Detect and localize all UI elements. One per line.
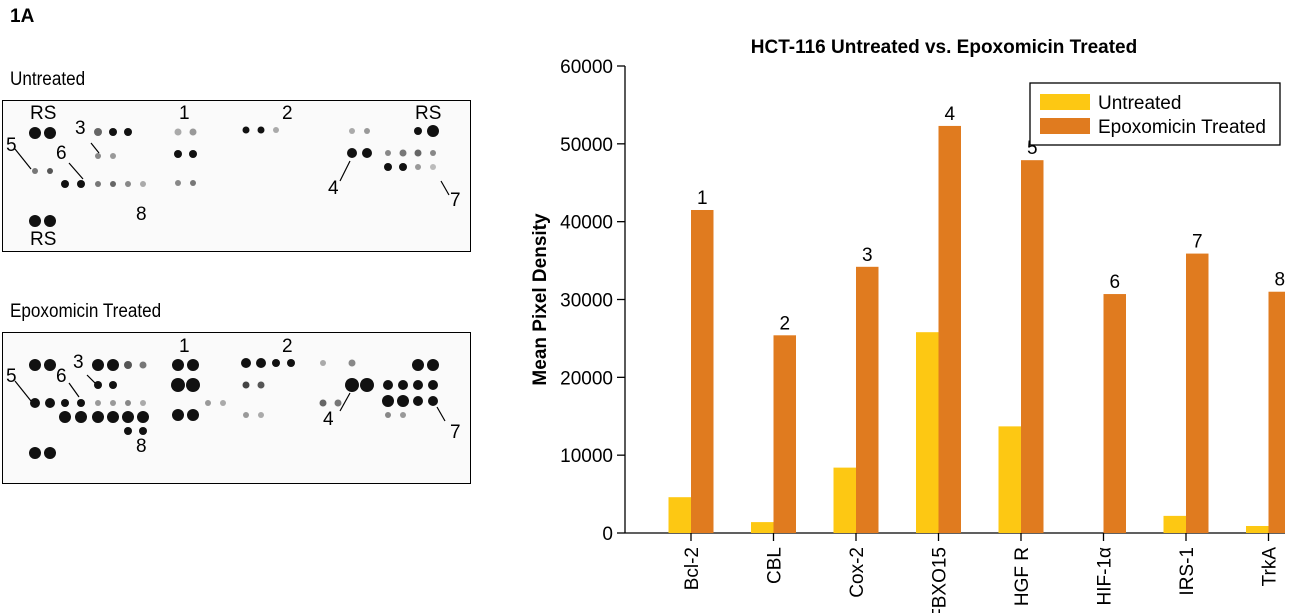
bar-number-label: 1 xyxy=(697,188,708,209)
x-tick-label: IRS-1 xyxy=(1177,547,1198,596)
bar xyxy=(1186,253,1209,533)
x-tick-label: Bcl-2 xyxy=(682,547,703,590)
blot-label-rs: RS xyxy=(30,229,57,250)
blot-label-4: 4 xyxy=(328,178,339,199)
x-tick-label: HGF R xyxy=(1012,547,1033,606)
bar xyxy=(751,522,774,533)
x-tick-label: FBXO15 xyxy=(930,547,951,613)
bar-number-label: 2 xyxy=(779,313,790,334)
x-tick-label: Cox-2 xyxy=(847,547,868,598)
legend-box xyxy=(1029,82,1281,146)
blot-label-8: 8 xyxy=(136,436,147,457)
blot-label-2: 2 xyxy=(282,103,293,124)
x-tick-label: CBL xyxy=(765,547,786,584)
blot-image-epoxomicin: 1 2 3 4 5 6 7 8 xyxy=(2,332,471,484)
bar-number-label: 5 xyxy=(1027,138,1038,159)
bar xyxy=(691,209,714,533)
blot-label-3: 3 xyxy=(73,352,84,373)
y-tick-label: 50000 xyxy=(560,135,613,156)
blot-svg-epoxomicin xyxy=(14,358,446,459)
bar xyxy=(1021,160,1044,533)
bar xyxy=(856,266,879,533)
blot-caption-epoxomicin: Epoxomicin Treated xyxy=(10,301,162,322)
legend-label: Untreated xyxy=(1098,93,1181,114)
figure-label: 1A xyxy=(10,6,35,27)
legend-swatch xyxy=(1040,118,1090,134)
chart-title: HCT-116 Untreated vs. Epoxomicin Treated xyxy=(751,37,1137,58)
blot-label-1: 1 xyxy=(179,336,190,357)
bar-number-label: 3 xyxy=(862,245,873,266)
blot-label-8: 8 xyxy=(136,204,147,225)
blot-label-rs: RS xyxy=(30,103,57,124)
bar xyxy=(1268,291,1285,533)
blot-label-7: 7 xyxy=(450,190,461,211)
blot-caption-untreated: Untreated xyxy=(10,69,86,90)
blot-label-4: 4 xyxy=(323,409,334,430)
chart-bars: 1 2 3 4 5 6 7 8 xyxy=(668,104,1285,533)
chart-axes: 0 10000 20000 30000 40000 50000 60000 Bcl-2 CBL C… xyxy=(560,57,1285,613)
chart-legend: Untreated Epoxomicin Treated xyxy=(1029,82,1281,146)
y-tick-label: 30000 xyxy=(560,291,613,312)
blot-svg-untreated xyxy=(14,125,450,227)
bar xyxy=(773,335,796,533)
y-tick-label: 40000 xyxy=(560,213,613,234)
bar xyxy=(833,467,856,533)
bar-number-label: 4 xyxy=(944,104,955,125)
bar xyxy=(916,332,939,533)
blot-label-rs: RS xyxy=(415,103,442,124)
blot-label-3: 3 xyxy=(75,118,86,139)
bar-chart: HCT-116 Untreated vs. Epoxomicin Treated… xyxy=(530,37,1285,613)
y-axis-label: Mean Pixel Density xyxy=(530,213,551,386)
y-tick-label: 60000 xyxy=(560,57,613,78)
bar-number-label: 8 xyxy=(1274,270,1285,291)
blot-label-1: 1 xyxy=(179,103,190,124)
y-tick-label: 10000 xyxy=(560,446,613,467)
y-tick-label: 20000 xyxy=(560,368,613,389)
bar xyxy=(998,426,1021,533)
legend-label: Epoxomicin Treated xyxy=(1098,117,1266,138)
bar xyxy=(668,497,691,533)
bar xyxy=(938,125,961,533)
bar-number-label: 6 xyxy=(1109,272,1120,293)
blot-label-6: 6 xyxy=(56,366,67,387)
bar xyxy=(1246,525,1269,533)
y-tick-label: 0 xyxy=(602,524,613,545)
bar-number-label: 7 xyxy=(1192,232,1203,253)
x-tick-label: HIF-1α xyxy=(1095,547,1116,606)
blot-label-7: 7 xyxy=(450,422,461,443)
blot-label-5: 5 xyxy=(6,366,17,387)
legend-swatch xyxy=(1040,94,1090,110)
x-tick-label: TrkA xyxy=(1260,547,1281,587)
blot-label-6: 6 xyxy=(56,143,67,164)
blot-label-5: 5 xyxy=(6,135,17,156)
bar xyxy=(1103,294,1126,533)
blot-label-2: 2 xyxy=(282,336,293,357)
blot-image-untreated: RS RS RS 1 2 3 4 5 6 7 8 xyxy=(2,100,471,252)
bar xyxy=(1163,515,1186,533)
